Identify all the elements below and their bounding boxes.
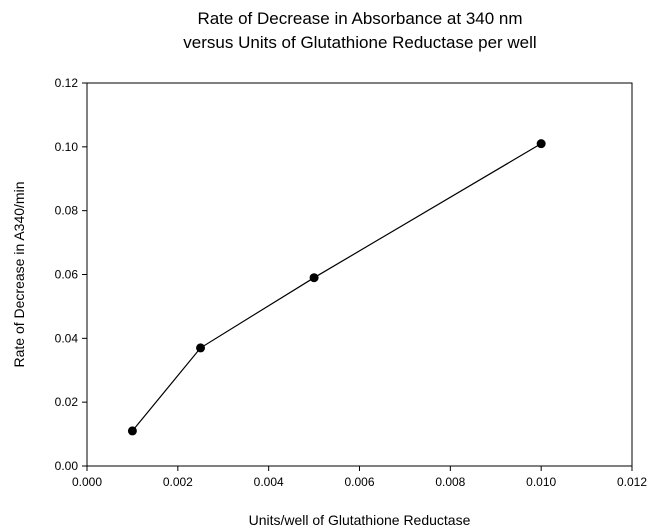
x-axis-ticks: 0.000 0.002 0.004 0.006 0.008 0.010 0.012 — [72, 466, 647, 489]
x-axis-label: Units/well of Glutathione Reductase — [249, 512, 471, 528]
y-tick-label: 0.12 — [55, 76, 79, 90]
y-tick-label: 0.02 — [55, 395, 79, 409]
chart-title-line-1: Rate of Decrease in Absorbance at 340 nm — [197, 9, 522, 28]
y-tick-label: 0.06 — [55, 268, 79, 282]
plot-frame — [86, 82, 633, 467]
data-point — [309, 273, 319, 283]
x-tick-label: 0.010 — [526, 475, 556, 489]
x-tick-label: 0.006 — [344, 475, 374, 489]
x-tick-label: 0.012 — [617, 475, 647, 489]
y-tick-label: 0.00 — [55, 459, 79, 473]
y-axis-label: Rate of Decrease in A340/min — [11, 182, 27, 368]
x-tick-label: 0.002 — [163, 475, 193, 489]
x-tick-label: 0.000 — [72, 475, 102, 489]
series-layer — [127, 139, 546, 436]
chart-title-line-2: versus Units of Glutathione Reductase pe… — [183, 33, 536, 52]
y-tick-label: 0.08 — [55, 204, 79, 218]
x-tick-label: 0.008 — [435, 475, 465, 489]
data-point — [196, 343, 206, 353]
data-point — [536, 139, 546, 149]
data-point — [127, 426, 137, 436]
x-tick-label: 0.004 — [254, 475, 284, 489]
y-tick-label: 0.04 — [55, 331, 79, 345]
y-axis-ticks: 0.00 0.02 0.04 0.06 0.08 0.10 0.12 — [55, 76, 87, 473]
y-tick-label: 0.10 — [55, 140, 79, 154]
series-line — [131, 143, 542, 432]
